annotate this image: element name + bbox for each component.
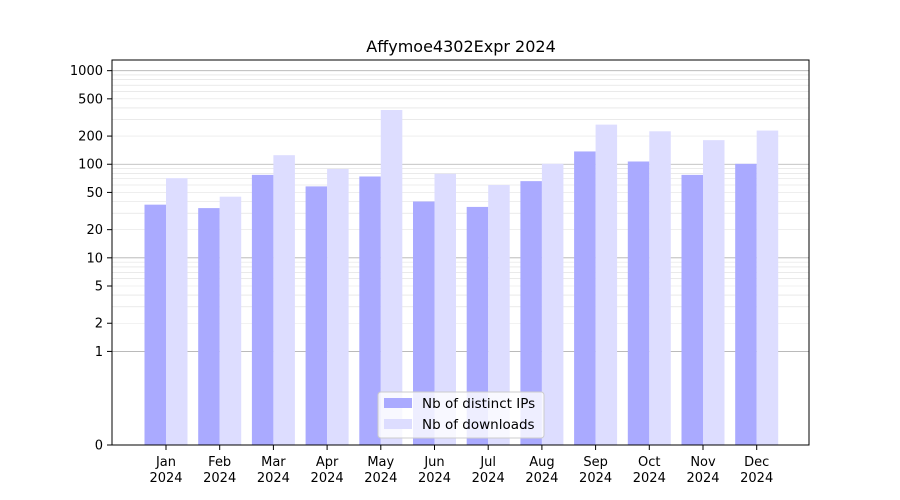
- legend-swatch: [384, 398, 412, 408]
- x-tick-label-year: 2024: [579, 471, 612, 486]
- bar-distinct-ips: [681, 174, 703, 445]
- bar-downloads: [649, 131, 671, 445]
- bar-downloads: [380, 109, 403, 446]
- bar-downloads: [756, 130, 779, 445]
- bar-distinct-ips: [359, 176, 381, 446]
- bar-downloads: [273, 155, 295, 445]
- bar-downloads: [327, 168, 349, 445]
- bar-distinct-ips: [144, 204, 166, 445]
- x-tick-label-year: 2024: [525, 471, 558, 486]
- legend: Nb of distinct IPs Nb of downloads: [377, 391, 545, 439]
- legend-swatch: [384, 419, 412, 429]
- x-tick-label-year: 2024: [149, 471, 182, 486]
- x-tick-label-month: Feb: [208, 455, 231, 470]
- bar-distinct-ips: [251, 174, 274, 445]
- bar-distinct-ips: [574, 151, 596, 446]
- x-tick-label-month: Jul: [479, 455, 496, 470]
- x-tick-label-month: Sep: [583, 455, 608, 470]
- bar-downloads: [703, 140, 725, 446]
- bar-distinct-ips: [627, 161, 650, 445]
- x-tick-label-year: 2024: [203, 471, 236, 486]
- x-tick-label-month: Nov: [690, 455, 716, 470]
- bar-distinct-ips: [198, 208, 220, 445]
- x-tick-label-month: May: [367, 455, 394, 470]
- x-tick-label-year: 2024: [257, 471, 290, 486]
- x-tick-label-month: Apr: [316, 455, 339, 470]
- bar-downloads: [219, 196, 242, 445]
- bars: [144, 109, 779, 446]
- x-tick-label-year: 2024: [418, 471, 451, 486]
- x-tick-label-month: Aug: [529, 455, 554, 470]
- x-axis: Jan2024Feb2024Mar2024Apr2024May2024Jun20…: [149, 445, 773, 486]
- x-tick-label-month: Dec: [744, 455, 769, 470]
- x-tick-label-year: 2024: [311, 471, 344, 486]
- y-tick-label: 100: [78, 158, 103, 173]
- y-tick-label: 0: [95, 439, 103, 454]
- y-tick-label: 20: [86, 223, 103, 238]
- legend-label: Nb of distinct IPs: [422, 396, 535, 412]
- y-tick-label: 500: [78, 92, 103, 107]
- bar-distinct-ips: [735, 163, 757, 445]
- y-tick-label: 2: [95, 317, 103, 332]
- y-tick-label: 50: [86, 186, 103, 201]
- x-tick-label-month: Jun: [423, 455, 444, 470]
- y-tick-label: 1: [95, 345, 103, 360]
- y-tick-label: 200: [78, 130, 103, 145]
- plot-frame: [111, 59, 810, 446]
- legend-box: [377, 391, 545, 439]
- x-tick-label-month: Oct: [638, 455, 660, 470]
- x-tick-label-month: Mar: [261, 455, 286, 470]
- x-tick-label-month: Jan: [155, 455, 176, 470]
- legend-label: Nb of downloads: [422, 417, 535, 433]
- chart-title: Affymoe4302Expr 2024: [366, 37, 556, 56]
- bar-downloads: [166, 178, 188, 445]
- x-tick-label-year: 2024: [364, 471, 397, 486]
- bar-distinct-ips: [305, 186, 328, 445]
- bar-downloads: [488, 185, 510, 445]
- bar-distinct-ips: [520, 181, 542, 445]
- y-axis: 0 1 2 5 10 20 50 100 200 500 1000: [70, 64, 112, 454]
- bar-distinct-ips: [413, 201, 435, 445]
- y-tick-label: 1000: [70, 64, 103, 79]
- bar-downloads: [434, 173, 456, 446]
- x-tick-label-year: 2024: [740, 471, 773, 486]
- bar-distinct-ips: [466, 206, 489, 445]
- y-tick-label: 5: [95, 280, 103, 295]
- x-tick-label-year: 2024: [633, 471, 666, 486]
- x-tick-label-year: 2024: [472, 471, 505, 486]
- bar-downloads: [541, 163, 564, 445]
- x-tick-label-year: 2024: [686, 471, 719, 486]
- y-tick-label: 10: [86, 251, 103, 266]
- bar-downloads: [595, 124, 618, 445]
